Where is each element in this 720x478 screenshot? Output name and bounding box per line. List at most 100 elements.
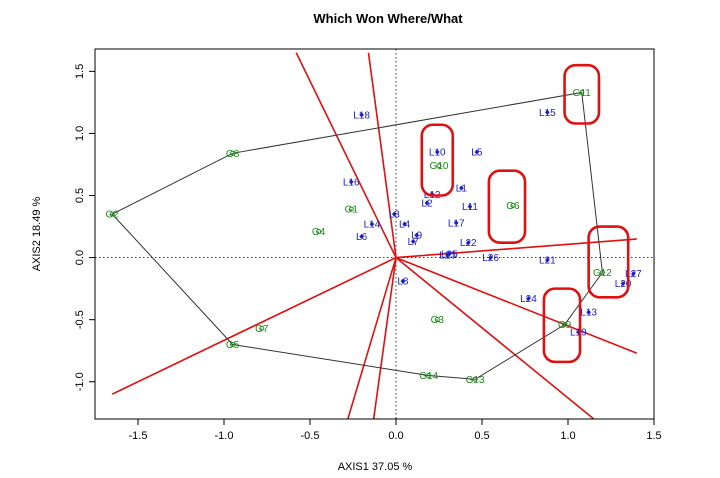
environment-point: [526, 295, 531, 302]
highlight-box: [487, 169, 527, 244]
x-tick-label: -1.5: [129, 430, 148, 442]
y-axis: -1.0 -0.5 0.0 0.5 1.0 1.5: [74, 64, 95, 391]
genotype-label: G9: [558, 320, 572, 331]
genotype-label: G12: [593, 268, 612, 279]
genotype-label: G13: [466, 375, 485, 386]
environment-label: L17: [448, 218, 465, 229]
environment-point: [414, 232, 419, 238]
environment-point: [424, 200, 430, 206]
environment-label: L11: [462, 202, 478, 213]
sector-ray: [111, 256, 397, 395]
genotype-label: G2: [106, 210, 120, 221]
genotype-point: [426, 373, 432, 379]
environment-label: L25: [441, 249, 458, 260]
y-tick-label: -0.5: [74, 310, 86, 329]
genotype-label: G7: [255, 324, 269, 335]
x-tick-label: 1.0: [560, 430, 575, 442]
environment-label: L16: [343, 177, 360, 188]
environment-label: L3: [389, 210, 401, 221]
y-axis-label: AXIS2 18.49 %: [31, 196, 43, 271]
genotype-point: [109, 211, 115, 217]
environment-label: L23: [439, 251, 456, 262]
sector-ray: [347, 257, 397, 419]
environment-point: [586, 309, 591, 315]
genotype-point: [434, 317, 440, 323]
genotype-label: G1: [345, 205, 359, 216]
environment-label: L22: [460, 238, 477, 249]
genotype-point: [510, 202, 516, 208]
environment-label: L26: [482, 253, 499, 264]
environment-point: [545, 109, 550, 115]
highlight-box: [420, 123, 455, 197]
environment-point: [410, 238, 416, 245]
genotype-point: [230, 342, 236, 348]
environment-point: [620, 281, 626, 287]
x-tick-label: 1.5: [646, 430, 661, 442]
environment-point: [631, 271, 636, 277]
environment-point: [400, 278, 406, 284]
genotype-label: G6: [506, 201, 520, 212]
y-tick-label: 1.5: [74, 64, 86, 79]
environment-point: [359, 233, 364, 240]
y-tick-label: 0.0: [74, 250, 86, 265]
plot-frame: [94, 48, 655, 420]
genotype-point: [436, 163, 442, 169]
sector-ray: [395, 256, 638, 354]
x-tick-label: 0.5: [474, 430, 489, 442]
environment-label: L15: [539, 108, 556, 119]
highlight-box: [563, 63, 601, 125]
sector-ray: [295, 52, 397, 258]
environment-label: L4: [399, 220, 411, 231]
environment-label: L24: [520, 294, 537, 305]
genotype-point: [579, 89, 585, 95]
environment-point: [447, 251, 452, 257]
genotype-label: G5: [226, 340, 240, 351]
y-tick-label: -1.0: [74, 372, 86, 391]
genotype-point: [562, 322, 568, 328]
environment-label: L10: [429, 148, 446, 159]
environment-point: [453, 220, 459, 226]
chart-title: Which Won Where/What: [313, 11, 463, 26]
genotype-label: G3: [431, 315, 445, 326]
environment-point: [474, 149, 480, 155]
environment-point: [391, 211, 397, 217]
x-tick-label: -0.5: [301, 430, 320, 442]
genotype-label: G8: [226, 149, 240, 160]
sector-ray: [395, 238, 637, 259]
genotype-point: [230, 150, 236, 156]
genotype-point: [316, 229, 322, 235]
genotype-label: G11: [573, 88, 592, 99]
environment-point: [402, 221, 407, 227]
y-tick-label: 1.0: [74, 126, 86, 141]
environment-point: [369, 221, 375, 227]
y-tick-label: 0.5: [74, 188, 86, 203]
x-tick-label: -1.0: [215, 430, 234, 442]
genotype-label: G10: [430, 161, 449, 172]
highlight-box: [587, 225, 630, 299]
environment-label: L9: [411, 231, 423, 242]
environment-label: L14: [364, 220, 381, 231]
genotype-label: G4: [312, 227, 326, 238]
genotype-point: [259, 325, 265, 331]
x-axis: -1.5 -1.0 -0.5 0.0 0.5 1.0 1.5: [129, 419, 662, 442]
environment-point: [359, 112, 364, 118]
genotype-point: [599, 269, 605, 275]
environment-point: [488, 254, 493, 261]
sector-ray: [367, 52, 397, 258]
x-axis-label: AXIS1 37.05 %: [338, 461, 413, 473]
environment-label: L20: [615, 279, 632, 290]
environment-point: [465, 240, 471, 246]
genotype-point: [348, 206, 354, 212]
environment-label: L2: [421, 198, 433, 209]
highlight-box: [542, 287, 582, 364]
environment-label: L8: [397, 277, 409, 288]
environment-label: L19: [570, 328, 587, 339]
x-tick-label: 0.0: [388, 430, 403, 442]
environment-label: L27: [625, 269, 642, 280]
environment-label: L1: [456, 184, 468, 195]
environment-point: [459, 185, 464, 191]
environment-label: L5: [471, 148, 483, 159]
genotype-point: [472, 376, 478, 382]
environment-point: [348, 179, 354, 185]
